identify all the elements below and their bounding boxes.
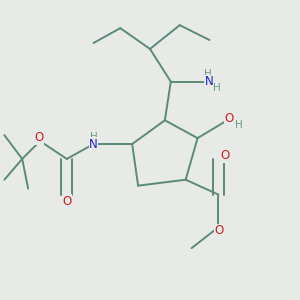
Text: O: O [34,131,43,144]
Text: H: H [204,69,212,79]
Text: O: O [62,195,71,208]
Text: O: O [224,112,233,125]
Text: H: H [235,120,242,130]
Text: O: O [220,149,230,162]
Text: H: H [213,82,221,93]
Text: O: O [214,224,224,237]
Text: N: N [89,138,98,151]
Text: N: N [205,75,214,88]
Text: H: H [90,132,98,142]
